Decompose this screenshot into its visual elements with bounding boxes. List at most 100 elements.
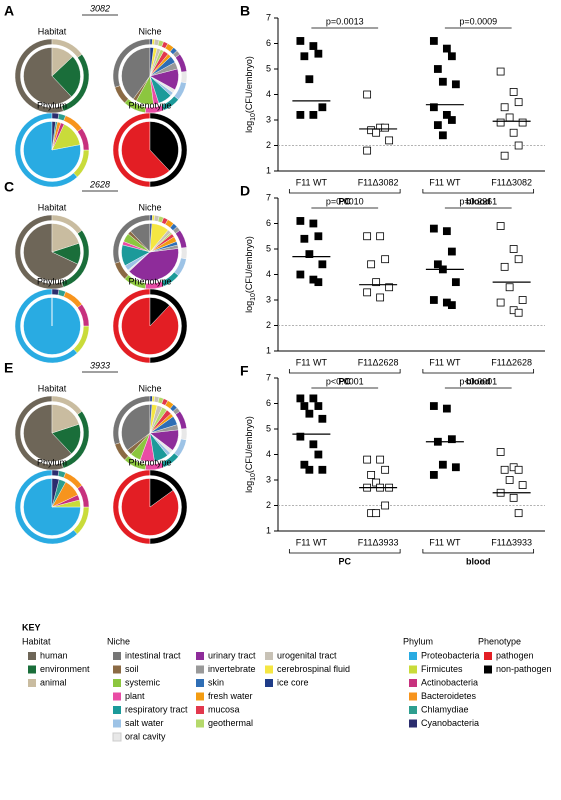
data-point [509, 493, 518, 502]
data-point [305, 409, 314, 418]
data-point [514, 465, 523, 474]
legend-label: salt water [125, 718, 164, 728]
pie-slice [149, 121, 179, 172]
data-point [509, 88, 518, 96]
data-point [518, 118, 527, 127]
y-tick-label: 7 [266, 372, 271, 382]
ring-segment [149, 469, 188, 545]
x-tick-label: F11 WT [296, 177, 328, 187]
legend-label: oral cavity [125, 731, 166, 741]
pie-slice [23, 121, 81, 179]
data-point [314, 232, 323, 241]
data-point [518, 481, 527, 490]
data-point [496, 298, 505, 307]
pie-slice [51, 223, 80, 253]
data-point [429, 37, 438, 45]
y-tick-label: 2 [266, 140, 271, 150]
y-label-part: log [244, 301, 254, 313]
legend-swatch [113, 706, 121, 714]
data-point [514, 141, 523, 150]
ring-segment [180, 247, 188, 260]
data-point [429, 296, 438, 304]
data-point [496, 67, 505, 76]
ring-segment [180, 428, 188, 441]
ring-segment [180, 71, 188, 84]
y-tick-label: 2 [266, 500, 271, 510]
data-point [442, 44, 451, 53]
data-point [300, 460, 309, 469]
gene-label: 3082 [90, 3, 110, 13]
data-point [451, 463, 460, 472]
data-point [385, 283, 394, 292]
pie-slice [51, 47, 74, 77]
legend-swatch [196, 679, 204, 687]
data-point [367, 260, 376, 269]
x-tick-label: F11Δ3933 [491, 537, 532, 547]
legend-swatch [113, 679, 121, 687]
x-tick-label: F11 WT [429, 357, 461, 367]
p-value: p<0.0001 [326, 376, 364, 386]
data-point [451, 278, 460, 287]
pie-title: Phylum [37, 276, 67, 286]
y-tick-label: 4 [266, 269, 271, 279]
legend-swatch [484, 665, 492, 674]
data-point [363, 90, 372, 99]
data-point [381, 255, 390, 264]
pie-title: Niche [138, 26, 161, 36]
group-bracket [422, 369, 535, 374]
y-tick-label: 3 [266, 474, 271, 484]
y-label-part: log [244, 121, 254, 133]
legend-swatch [113, 692, 121, 701]
data-point [318, 260, 327, 269]
legend-label: Actinobacteria [421, 677, 478, 687]
pie-slice [23, 404, 72, 462]
data-point [429, 224, 438, 233]
pie-slice [121, 404, 151, 451]
legend-group-title: Niche [107, 636, 130, 646]
y-label-part: (CFU/embryo) [244, 416, 254, 473]
data-point [296, 432, 305, 441]
data-point [376, 293, 385, 302]
y-tick-label: 5 [266, 63, 271, 73]
legend-label: plant [125, 691, 145, 701]
group-label: blood [466, 376, 491, 386]
data-point [433, 121, 442, 129]
panel-letter: E [4, 360, 13, 376]
data-point [447, 301, 456, 310]
key-title: KEY [22, 622, 41, 632]
data-point [438, 460, 447, 469]
data-point [314, 278, 323, 287]
y-tick-label: 3 [266, 294, 271, 304]
x-tick-label: F11 WT [429, 537, 461, 547]
data-point [500, 262, 509, 271]
legend-swatch [113, 665, 121, 674]
data-point [309, 111, 318, 119]
y-tick-label: 5 [266, 243, 271, 253]
pie-slice [149, 297, 170, 327]
p-value: p=0.0013 [326, 16, 364, 26]
data-point [500, 103, 509, 112]
data-point [381, 501, 390, 510]
data-point [438, 131, 447, 140]
ring-segment [149, 112, 188, 188]
data-point [314, 402, 323, 410]
legend-label: intestinal tract [125, 650, 181, 660]
legend-label: pathogen [496, 650, 534, 660]
legend-label: Proteobacteria [421, 650, 480, 660]
data-point [318, 414, 327, 423]
x-tick-label: F11 WT [429, 177, 461, 187]
legend-label: skin [208, 677, 224, 687]
ring-segment [51, 469, 60, 477]
data-point [309, 394, 318, 403]
data-point [363, 146, 372, 155]
y-label-sub: 10 [250, 113, 257, 121]
legend-label: Cyanobacteria [421, 718, 479, 728]
ring-segment [51, 288, 60, 296]
legend-label: urinary tract [208, 650, 256, 660]
data-point [376, 455, 385, 464]
y-tick-label: 1 [266, 345, 271, 355]
group-bracket [422, 549, 535, 554]
data-point [376, 232, 385, 241]
legend-group-title: Habitat [22, 636, 51, 646]
pie-title: Phylum [37, 100, 67, 110]
